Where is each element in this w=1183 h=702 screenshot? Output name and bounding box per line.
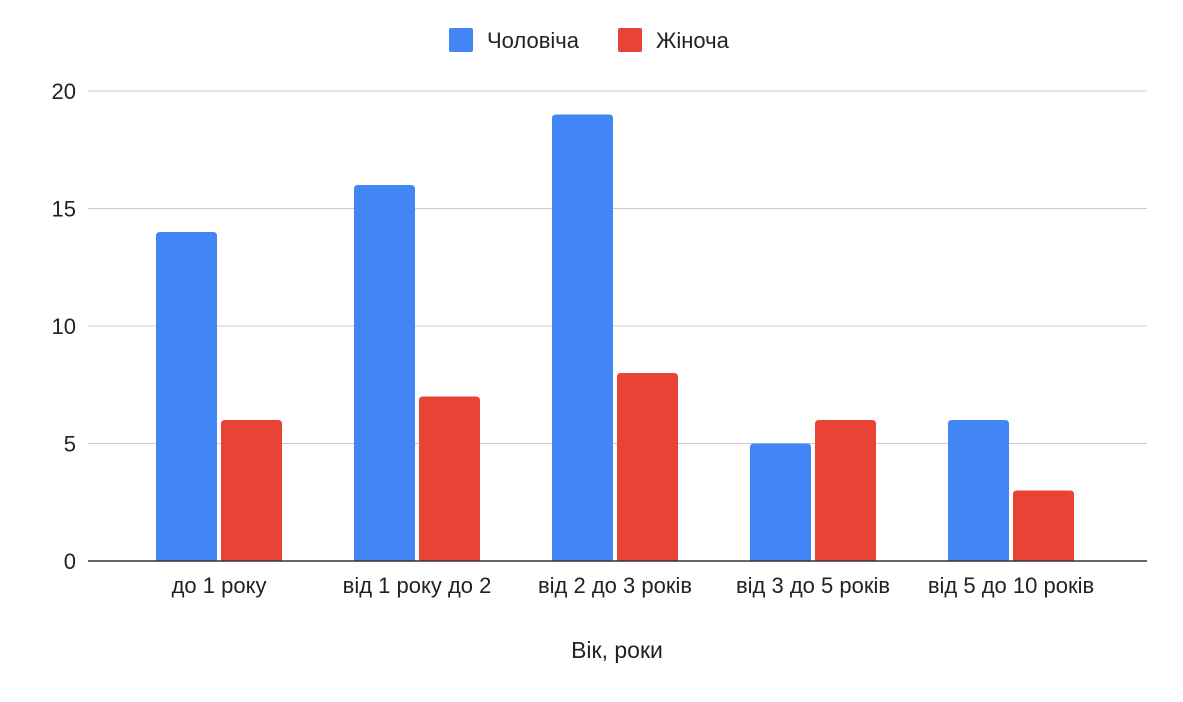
x-category-label: від 1 року до 2 xyxy=(343,573,492,598)
x-category-label: від 5 до 10 років xyxy=(928,573,1094,598)
bar-female-5 xyxy=(1013,490,1074,561)
bar-female-1 xyxy=(221,420,282,561)
y-tick-label: 20 xyxy=(52,79,76,104)
y-tick-label: 15 xyxy=(52,197,76,222)
bar-female-2 xyxy=(419,396,480,561)
bar-female-3 xyxy=(617,373,678,561)
y-tick-label: 5 xyxy=(64,432,76,457)
y-tick-label: 10 xyxy=(52,314,76,339)
bars xyxy=(156,114,1074,561)
bar-female-4 xyxy=(815,420,876,561)
bar-male-5 xyxy=(948,420,1009,561)
legend-swatch-male xyxy=(449,28,473,52)
y-axis-tick-labels: 0 5 10 15 20 xyxy=(52,79,76,574)
x-axis-category-labels: до 1 року від 1 року до 2 від 2 до 3 років… xyxy=(172,573,1095,598)
legend-label-female: Жіноча xyxy=(656,28,730,53)
bar-male-3 xyxy=(552,114,613,561)
bar-male-1 xyxy=(156,232,217,561)
x-category-label: від 3 до 5 років xyxy=(736,573,890,598)
x-category-label: до 1 року xyxy=(172,573,267,598)
x-axis-title: Вік, роки xyxy=(571,637,663,663)
legend-label-male: Чоловіча xyxy=(487,28,580,53)
bar-male-2 xyxy=(354,185,415,561)
x-category-label: від 2 до 3 років xyxy=(538,573,692,598)
bar-male-4 xyxy=(750,443,811,561)
y-tick-label: 0 xyxy=(64,549,76,574)
legend: Чоловіча Жіноча xyxy=(449,28,730,53)
legend-swatch-female xyxy=(618,28,642,52)
